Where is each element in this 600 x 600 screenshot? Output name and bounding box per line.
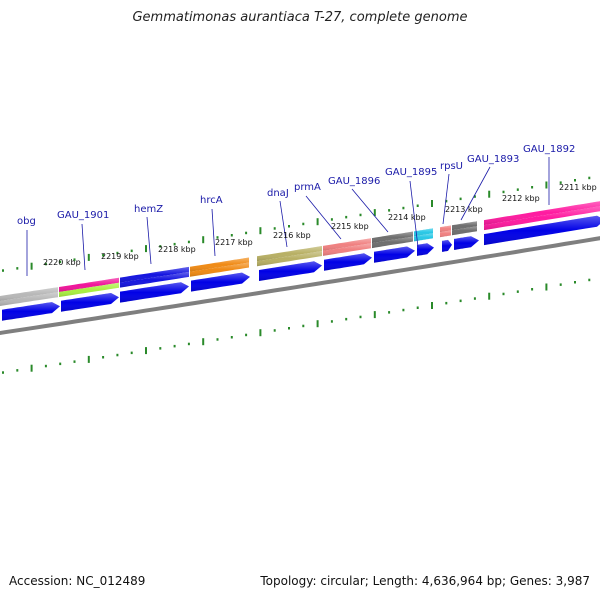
label-leader (460, 166, 491, 221)
category-segment-top-shine (452, 221, 477, 231)
gene-arrow-shine (484, 215, 600, 246)
tick-marks (2, 176, 591, 374)
gene-arrow-shine (417, 243, 434, 256)
gene-arrow-shine (191, 272, 250, 292)
gene-arrow-shine (2, 302, 60, 321)
category-segment-bottom-shine (484, 206, 600, 231)
category-segment-top-shine (414, 228, 433, 237)
category-segment-top-shine (484, 201, 600, 226)
gene-arrow-shine (454, 236, 479, 250)
category-segment-bottom-shine (257, 251, 322, 267)
category-segment-bottom-shine (440, 230, 451, 238)
gene-track (2, 215, 600, 321)
accession-text: Accession: NC_012489 (9, 574, 146, 588)
kbp-label: 2219 kbp (101, 252, 139, 261)
label-leader (442, 173, 450, 225)
gene-label-hemZ: hemZ (134, 204, 163, 215)
category-segment-top-shine (372, 231, 413, 244)
kbp-label: 2218 kbp (158, 245, 196, 254)
label-leader (305, 195, 342, 240)
category-segment-bottom-shine (120, 271, 189, 288)
label-leader (81, 223, 86, 271)
gene-arrow-shine (120, 282, 189, 303)
gene-label-GAU_1893: GAU_1893 (467, 154, 519, 165)
category-track (0, 201, 600, 306)
category-segment-top-shine (59, 277, 119, 292)
category-segment-top-shine (0, 287, 58, 301)
gene-label-dnaJ: dnaJ (267, 188, 289, 199)
kbp-label: 2214 kbp (388, 213, 426, 222)
gene-arrow-shine (259, 261, 322, 281)
gene-label-GAU_1892: GAU_1892 (523, 144, 575, 155)
gene-label-obg: obg (17, 216, 36, 227)
gene-label-GAU_1896: GAU_1896 (328, 176, 380, 187)
genome-info-text: Topology: circular; Length: 4,636,964 bp… (260, 574, 590, 588)
gene-label-GAU_1901: GAU_1901 (57, 210, 109, 221)
kbp-label: 2217 kbp (215, 238, 253, 247)
category-segment-bottom-shine (372, 236, 413, 249)
map-title: Gemmatimonas aurantiaca T-27, complete g… (132, 10, 468, 25)
category-segment-bottom-shine (0, 292, 58, 306)
label-leader (409, 180, 419, 248)
category-segment-top-shine (190, 257, 249, 272)
gene-arrow-shine (374, 246, 415, 263)
gene-label-hrcA: hrcA (200, 195, 223, 206)
gene-arrow-shine (324, 253, 372, 271)
label-leader (146, 216, 152, 265)
kbp-label: 2213 kbp (445, 205, 483, 214)
gene-label-prmA: prmA (294, 182, 321, 193)
kbp-label: 2220 kbp (43, 258, 81, 267)
gene-label-rpsU: rpsU (440, 161, 463, 172)
genome-backbone (0, 236, 600, 336)
category-segment-bottom-shine (414, 233, 433, 242)
gene-label-GAU_1895: GAU_1895 (385, 167, 437, 178)
category-segment-top-shine (120, 266, 189, 283)
category-segment-top-shine (440, 225, 451, 233)
category-segment-bottom-shine (59, 282, 119, 297)
kbp-label: 2215 kbp (331, 222, 369, 231)
gene-labels: obg GAU_1901 hemZ hrcA dnaJ prmA GAU_1896 GAU_1… (17, 144, 575, 227)
kbp-label: 2216 kbp (273, 231, 311, 240)
category-segment-bottom-shine (323, 243, 371, 256)
category-segment-top-shine (323, 238, 371, 251)
label-leader (351, 188, 389, 233)
gene-arrow-shine (61, 293, 119, 312)
kbp-labels: 2220 kbp 2219 kbp 2218 kbp 2217 kbp 2216 kbp… (43, 183, 597, 267)
category-segment-bottom-shine (190, 262, 249, 277)
label-leaders (26, 157, 550, 276)
kbp-label: 2212 kbp (502, 194, 540, 203)
backbone-line (0, 236, 600, 336)
label-leader (211, 208, 216, 257)
category-segment-bottom-shine (452, 226, 477, 236)
kbp-label: 2211 kbp (559, 183, 597, 192)
category-segment-top-shine (257, 246, 322, 262)
label-leader (279, 200, 288, 248)
gene-arrow-shine (442, 239, 452, 252)
